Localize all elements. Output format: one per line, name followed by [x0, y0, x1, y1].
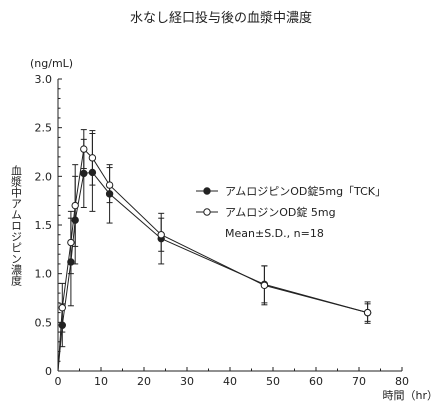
data-point	[71, 201, 79, 210]
legend-label-tck: アムロジピンOD錠5mg「TCK」	[225, 184, 386, 198]
legend-marker-amlodin	[203, 208, 211, 216]
y-tick-label: 3.0	[35, 73, 53, 86]
data-point	[80, 145, 88, 153]
x-tick-label: 80	[395, 375, 409, 388]
y-tick-label: 0.5	[35, 316, 53, 329]
chart-title: 水なし経口投与後の血漿中濃度	[130, 10, 312, 26]
x-tick-label: 40	[223, 375, 237, 388]
data-point	[67, 238, 75, 247]
y-tick-label: 1.0	[35, 268, 53, 281]
x-tick-label: 10	[94, 375, 108, 388]
y-tick-label: 0	[45, 365, 52, 378]
axes: 0 10 20 30 40 50 60 70 80 0 0.5 1.0 1.5 2.0 2.5 3.0	[35, 73, 410, 388]
data-point	[105, 181, 114, 189]
legend-marker-tck	[203, 187, 211, 195]
x-tick-label: 70	[352, 375, 366, 388]
data-point	[260, 281, 269, 290]
y-tick-label: 1.5	[35, 219, 53, 232]
y-unit-label: (ng/mL)	[30, 57, 73, 70]
y-tick-label: 2.0	[35, 170, 53, 183]
x-tick-label: 60	[309, 375, 323, 388]
y-axis-label: 血漿中アムロジピン濃度	[10, 164, 23, 287]
data-point	[157, 231, 165, 239]
series-line	[57, 148, 368, 372]
series-tck	[57, 133, 372, 372]
x-tick-label: 50	[266, 375, 280, 388]
legend-note: Mean±S.D., n=18	[225, 227, 324, 240]
data-point	[58, 304, 66, 312]
x-axis-label: 時間（hr）	[383, 389, 439, 402]
legend-label-amlodin: アムロジンOD錠 5mg	[225, 205, 336, 219]
series-line	[57, 171, 368, 372]
data-point	[363, 308, 372, 317]
series-amlodin	[57, 129, 372, 372]
x-tick-label: 30	[180, 375, 194, 388]
data-point	[88, 154, 97, 162]
x-tick-label: 0	[55, 375, 62, 388]
y-tick-label: 2.5	[35, 122, 53, 135]
x-tick-label: 20	[137, 375, 151, 388]
data-point	[80, 169, 88, 178]
plot-area	[57, 129, 372, 372]
legend: アムロジピンOD錠5mg「TCK」 アムロジンOD錠 5mg Mean±S.D.…	[196, 184, 386, 240]
